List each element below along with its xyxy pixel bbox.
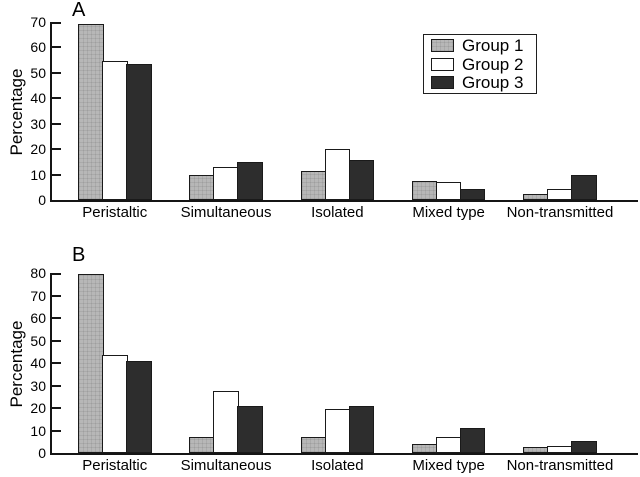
bar-peristaltic-group-3 [126,360,152,453]
category-label: Non-transmitted [506,204,614,221]
y-axis-line [50,21,52,202]
bar-mixed-type-group-2 [435,437,462,453]
y-tick-label: 0 [38,192,46,208]
legend-swatch-group-3 [431,76,454,90]
legend-item: Group 1 [431,37,536,54]
y-tick-label: 60 [30,39,46,55]
y-tick-label: 40 [30,355,46,371]
y-tick-label: 20 [30,141,46,157]
y-axis-tick [52,384,61,387]
category-label: Peristaltic [82,457,148,474]
bar-simultaneous-group-2 [213,391,239,453]
legend-item-label: Group 1 [462,35,524,55]
y-axis-tick [52,273,61,275]
y-axis-tick [52,362,61,364]
legend-item-label: Group 3 [462,73,524,93]
y-tick-label: 10 [30,166,46,183]
y-tick-label: 0 [38,445,46,461]
y-axis-tick [52,429,61,432]
y-axis-tick [52,21,61,24]
bar-mixed-type-group-3 [459,428,486,453]
bar-peristaltic-group-1 [78,274,104,453]
bar-non-transmitted-group-1 [523,447,549,453]
legend-item-label: Group 2 [462,54,524,74]
bar-isolated-group-1 [300,170,327,200]
legend-swatch-group-1 [431,38,454,52]
y-axis-tick [52,122,61,125]
y-tick-label: 60 [30,310,46,326]
y-tick-label: 40 [30,90,46,106]
bar-simultaneous-group-3 [237,161,263,200]
bar-non-transmitted-group-3 [571,440,597,453]
category-label: Simultaneous [180,204,272,221]
y-tick-label: 50 [30,332,46,349]
y-axis-tick [52,71,61,74]
bar-non-transmitted-group-3 [571,174,597,200]
category-label: Non-transmitted [506,457,614,474]
bar-isolated-group-3 [348,160,375,200]
y-axis-tick [52,148,61,150]
bar-mixed-type-group-1 [411,180,438,200]
category-label: Isolated [311,457,364,474]
y-tick-label: 70 [30,13,46,30]
category-label: Mixed type [412,457,485,474]
y-tick-label: 80 [30,265,46,281]
bar-peristaltic-group-2 [102,355,128,453]
y-axis-tick [52,407,61,409]
bar-peristaltic-group-3 [126,63,152,200]
legend-item: Group 3 [431,74,536,91]
y-tick-label: 10 [30,422,46,439]
y-tick-label: 50 [30,64,46,81]
panel-a-letter: A [72,0,86,21]
panel-b-letter: B [72,244,86,266]
bar-simultaneous-group-3 [237,405,263,453]
bar-isolated-group-1 [300,437,327,453]
y-tick-label: 30 [30,115,46,132]
y-tick-label: 70 [30,287,46,304]
category-label: Simultaneous [180,457,272,474]
legend-swatch-group-2 [431,57,454,71]
x-axis-line [50,200,638,202]
bar-mixed-type-group-1 [411,444,438,453]
x-axis-line [50,453,638,455]
category-label: Mixed type [412,204,485,221]
y-axis-tick [52,294,61,297]
bar-isolated-group-2 [324,409,351,453]
y-axis-tick [52,97,61,99]
bar-mixed-type-group-3 [459,188,486,200]
bar-isolated-group-3 [348,405,375,453]
category-label: Isolated [311,204,364,221]
category-label: Peristaltic [82,204,148,221]
y-tick-label: 20 [30,400,46,416]
bar-simultaneous-group-1 [189,174,215,200]
bar-simultaneous-group-1 [189,437,215,453]
y-axis-tick [52,339,61,342]
legend-item: Group 2 [431,56,536,73]
legend: Group 1 Group 2 Group 3 [423,34,537,94]
bar-non-transmitted-group-2 [547,446,573,453]
y-axis-tick [52,46,61,48]
y-tick-label: 30 [30,377,46,394]
y-axis-tick [52,173,61,176]
y-axis-line [50,273,52,455]
bar-simultaneous-group-2 [213,166,239,200]
y-axis-tick [52,317,61,319]
